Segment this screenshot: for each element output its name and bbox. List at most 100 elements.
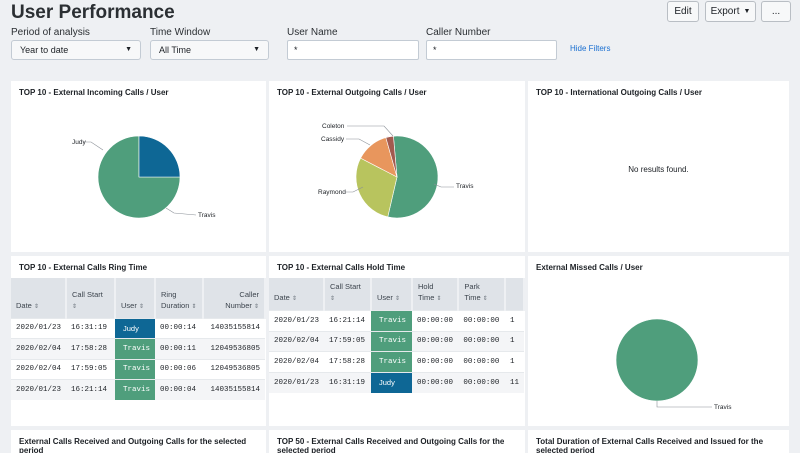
user-cell: Travis [371, 330, 412, 352]
panel-title: TOP 10 - External Calls Ring Time [19, 263, 148, 272]
duration-cell: 00:00:06 [155, 358, 203, 380]
user-cell: Travis [115, 358, 156, 380]
missed-calls-pie: Travis [615, 318, 732, 411]
date-cell: 2020/01/23 [269, 310, 325, 331]
pie-leader-line [346, 138, 371, 146]
panel-title: TOP 50 - External Calls Received and Out… [277, 437, 505, 453]
period-dropdown[interactable]: Year to date ▼ [11, 40, 141, 60]
number-header-label: Number [225, 300, 252, 310]
column-header-date[interactable]: Date ⇕ [11, 278, 68, 318]
date-cell: 2020/01/23 [269, 371, 325, 393]
park-time-header-label: Time [464, 293, 481, 302]
no-results-message: No results found. [628, 165, 689, 174]
sort-icon: ⇕ [72, 303, 78, 310]
pie-slice-travis[interactable] [387, 135, 439, 219]
date-cell: 2020/02/04 [269, 330, 325, 352]
pie-slice-travis[interactable] [97, 135, 181, 219]
user-cell: Travis [371, 351, 412, 372]
column-header-truncated[interactable] [504, 278, 525, 311]
user-cell: Travis [115, 338, 156, 359]
caller-number-value: * [433, 45, 437, 55]
time-window-dropdown[interactable]: All Time ▼ [150, 40, 269, 60]
panel-title: TOP 10 - External Calls Hold Time [277, 263, 406, 272]
user-name-input[interactable]: * [287, 40, 419, 60]
column-header-user[interactable]: User ⇕ [371, 278, 413, 311]
column-header-hold-time[interactable]: Hold Time ⇕ [411, 278, 460, 311]
sort-icon: ⇕ [253, 303, 259, 310]
caller-number-cell: 14035155814 [202, 379, 265, 400]
sort-icon: ⇕ [291, 296, 297, 302]
hide-filters-link[interactable]: Hide Filters [570, 44, 611, 53]
column-header-ring-duration[interactable]: Ring Duration ⇕ [155, 278, 204, 318]
call-start-cell: 16:21:14 [66, 379, 115, 400]
column-header-park-time[interactable]: Park Time ⇕ [458, 278, 506, 311]
table-row: 2020/01/23 16:31:19 Judy 00:00:14 140351… [11, 317, 265, 339]
pie-label-coleton: Coleton [322, 123, 345, 130]
pie-slice-travis[interactable] [615, 318, 699, 402]
sort-icon: ⇕ [394, 296, 400, 302]
outgoing-calls-panel: TOP 10 - External Outgoing Calls / User … [269, 81, 525, 252]
table-row: 2020/02/04 17:58:28 Travis 00:00:00 00:0… [269, 351, 524, 372]
chevron-down-icon: ▼ [253, 46, 260, 53]
more-button-label: ... [771, 6, 781, 17]
export-button[interactable]: Export ▼ [705, 1, 756, 22]
table-row: 2020/02/04 17:59:05 Travis 00:00:06 1204… [11, 358, 265, 380]
column-header-call-start[interactable]: Call Start ⇕ [66, 278, 116, 318]
column-header-date[interactable]: Date ⇕ [269, 278, 326, 311]
chevron-down-icon: ▼ [743, 8, 751, 15]
hold-time-panel: TOP 10 - External Calls Hold Time Date ⇕… [269, 256, 525, 426]
truncated-cell: 1 [504, 351, 524, 372]
pie-leader-line [165, 207, 197, 216]
chevron-down-icon: ▼ [125, 46, 132, 53]
missed-calls-panel: External Missed Calls / User Travis [528, 256, 789, 426]
period-value: Year to date [20, 45, 69, 55]
outgoing-calls-pie: Travis Raymond Cassidy Coleton [318, 123, 474, 219]
call-start-cell: 17:58:28 [66, 338, 115, 359]
date-cell: 2020/01/23 [11, 379, 67, 400]
call-start-cell: 17:58:28 [324, 351, 371, 372]
caller-number-cell: 14035155814 [202, 317, 265, 339]
pie-leader-line [433, 183, 454, 188]
date-cell: 2020/02/04 [11, 338, 67, 359]
incoming-calls-panel: TOP 10 - External Incoming Calls / User … [11, 81, 266, 252]
pie-label-judy: Judy [72, 139, 86, 146]
export-button-label: Export [710, 6, 740, 17]
time-window-label: Time Window [150, 27, 211, 38]
ring-time-table: Date ⇕ Call Start ⇕ User ⇕ Ring Duration ⇕… [11, 278, 266, 400]
call-start-cell: 16:31:19 [66, 317, 115, 339]
edit-button[interactable]: Edit [667, 1, 699, 22]
table-row: 2020/02/04 17:59:05 Travis 00:00:00 00:0… [269, 330, 524, 352]
hold-time-header-label: Time [417, 293, 435, 302]
table-row: 2020/01/23 16:31:19 Judy 00:00:00 00:00:… [269, 371, 524, 393]
more-button[interactable]: ... [761, 1, 791, 22]
calls-received-outgoing-panel: External Calls Received and Outgoing Cal… [11, 430, 266, 453]
period-label: Period of analysis [11, 27, 90, 38]
caller-header-label: Caller [239, 289, 259, 299]
caller-number-input[interactable]: * [426, 40, 557, 60]
user-cell: Judy [371, 371, 412, 393]
duration-cell: 00:00:14 [155, 317, 203, 339]
user-cell: Travis [371, 310, 412, 331]
pie-leader-line [345, 186, 364, 193]
call-start-cell: 16:31:19 [324, 371, 371, 393]
truncated-cell: 1 [504, 310, 524, 331]
column-header-caller-number[interactable]: Caller Number ⇕ [202, 278, 266, 318]
date-cell: 2020/02/04 [269, 351, 325, 372]
table-row: 2020/01/23 16:21:14 Travis 00:00:04 1403… [11, 379, 265, 400]
column-header-user[interactable]: User ⇕ [115, 278, 157, 318]
column-header-call-start[interactable]: Call Start ⇕ [324, 278, 372, 311]
user-header-label: User [121, 300, 137, 310]
pie-slice-judy[interactable] [138, 135, 181, 178]
total-duration-panel: Total Duration of External Calls Receive… [528, 430, 789, 453]
user-cell: Travis [115, 379, 156, 400]
hold-time-cell: 00:00:00 [411, 371, 459, 393]
panel-title: External Missed Calls / User [536, 263, 643, 272]
pie-slice-raymond[interactable] [355, 157, 398, 218]
pie-slice-coleton[interactable] [385, 135, 398, 178]
hold-header-label: Hold [417, 282, 434, 291]
panel-title: TOP 10 - External Outgoing Calls / User [277, 88, 427, 97]
pie-leader-line [656, 401, 712, 408]
park-header-label: Park [464, 282, 480, 291]
caller-number-cell: 12049536805 [202, 338, 265, 359]
caller-number-label: Caller Number [426, 27, 491, 38]
